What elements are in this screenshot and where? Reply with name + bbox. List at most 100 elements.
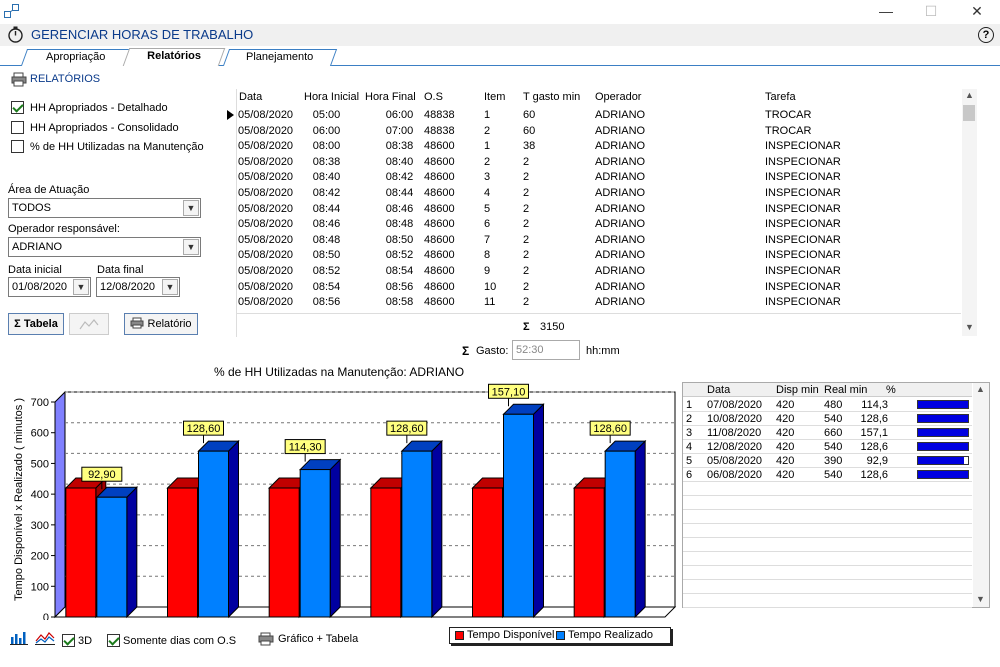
summary-row[interactable]: 4 12/08/2020 420 540 128,6 [684,440,970,454]
summary-row[interactable]: 5 05/08/2020 420 390 92,9 [684,454,970,468]
bar [573,487,605,618]
summary-cell-disp: 420 [776,399,795,411]
checkbox-3d[interactable] [62,634,75,647]
summary-cell-date: 10/08/2020 [707,413,763,425]
bar [299,469,331,618]
summary-row[interactable]: 1 07/08/2020 420 480 114,3 [684,398,970,412]
checkbox-somente-dias[interactable] [107,634,120,647]
bar-chart-icon[interactable] [10,631,28,645]
grid-scrollbar[interactable]: ▲ ▼ [962,89,977,336]
table-row[interactable]: 05/08/2020 08:54 08:56 48600 10 2 ADRIANO INSPE… [237,280,961,296]
close-button[interactable]: ✕ [971,3,983,19]
help-button[interactable]: ? [978,27,994,43]
table-cell: 48600 [424,155,455,168]
table-cell: 08:42 [385,171,414,184]
table-row[interactable]: 05/08/2020 08:50 08:52 48600 8 2 ADRIANO INSPEC… [237,248,961,264]
minimize-button[interactable]: — [879,3,893,19]
summary-row[interactable]: 2 10/08/2020 420 540 128,6 [684,412,970,426]
checkbox-consolidado[interactable] [11,121,24,134]
table-row[interactable]: 05/08/2020 05:00 06:00 48838 1 60 ADRIANO TROCA… [237,108,961,124]
table-row[interactable]: 05/08/2020 06:00 07:00 48838 2 60 ADRIANO TROCA… [237,124,961,140]
table-cell: 2 [523,280,530,293]
table-cell: INSPECIONAR [765,249,841,262]
table-cell: 48600 [424,202,455,215]
header-bar: GERENCIAR HORAS DE TRABALHO ? [0,24,1000,46]
scroll-down-icon[interactable]: ▼ [976,594,985,604]
summary-header [683,383,972,397]
tab-relatorios[interactable]: Relatórios [122,48,226,66]
col-item[interactable]: Item [484,91,506,103]
tab-apropriacao[interactable]: Apropriação [20,49,132,66]
summary-cell-pct: 128,6 [860,441,888,453]
chevron-down-icon[interactable]: ▼ [183,239,199,255]
print-chart-table-button[interactable]: Gráfico + Tabela [278,633,359,645]
checkbox-percentual[interactable] [11,140,24,153]
report-button[interactable]: Relatório [124,313,198,335]
col-os[interactable]: O.S [424,91,443,103]
chart-back-wall [64,391,676,608]
checkbox-detalhado[interactable] [11,101,24,114]
table-cell: 38 [523,140,536,153]
table-row[interactable]: 05/08/2020 08:48 08:50 48600 7 2 ADRIANO INSPEC… [237,233,961,249]
summary-cell-disp: 420 [776,427,795,439]
table-row[interactable]: 05/08/2020 08:52 08:54 48600 9 2 ADRIANO INSPEC… [237,264,961,280]
table-cell: 48838 [424,124,455,137]
col-data[interactable]: Data [239,91,263,103]
table-cell: ADRIANO [595,109,646,121]
table-row[interactable]: 05/08/2020 08:38 08:40 48600 2 2 ADRIANO INSPEC… [237,155,961,171]
chart-side-wall [54,390,66,619]
end-date-picker[interactable]: 12/08/2020 ▼ [96,277,180,297]
table-cell: ADRIANO [595,249,646,262]
table-row[interactable]: 05/08/2020 08:44 08:46 48600 5 2 ADRIANO INSPEC… [237,202,961,218]
table-row[interactable]: 05/08/2020 08:42 08:44 48600 4 2 ADRIANO INSPEC… [237,186,961,202]
scroll-thumb[interactable] [963,105,975,121]
summary-scrollbar[interactable]: ▲ ▼ [973,383,989,607]
col-hora-final[interactable]: Hora Final [365,91,416,103]
col-tarefa[interactable]: Tarefa [765,91,796,103]
table-cell: 10 [484,280,497,293]
spent-field[interactable]: 52:30 [512,340,580,360]
chevron-down-icon[interactable]: ▼ [73,279,89,295]
line-chart-icon[interactable] [35,631,55,645]
table-cell: 2 [523,296,530,309]
start-date-picker[interactable]: 01/08/2020 ▼ [8,277,91,297]
chart-button[interactable] [69,313,109,335]
tab-planejamento[interactable]: Planejamento [222,49,338,66]
scroll-up-icon[interactable]: ▲ [965,90,974,100]
summary-col-real[interactable]: Real min [824,384,868,396]
summary-row[interactable]: 6 06/08/2020 420 540 128,6 [684,468,970,482]
summary-col-disp[interactable]: Disp min [776,384,819,396]
summary-row[interactable]: 3 11/08/2020 420 660 157,1 [684,426,970,440]
summary-col-pct[interactable]: % [886,384,896,396]
table-cell: 05/08/2020 [238,233,294,246]
label-detalhado: HH Apropriados - Detalhado [30,102,168,114]
table-button[interactable]: Σ Tabela [8,313,64,335]
summary-cell-date: 07/08/2020 [707,399,763,411]
chevron-down-icon[interactable]: ▼ [162,279,178,295]
chevron-down-icon[interactable]: ▼ [183,200,199,216]
table-cell: INSPECIONAR [765,187,841,199]
area-select[interactable]: TODOS ▼ [8,198,201,218]
col-t-gasto[interactable]: T gasto min [523,91,581,103]
bar [268,487,300,618]
start-date-value: 01/08/2020 [12,281,68,293]
table-row[interactable]: 05/08/2020 08:46 08:48 48600 6 2 ADRIANO INSPEC… [237,217,961,233]
scroll-up-icon[interactable]: ▲ [976,384,985,394]
printer-icon[interactable] [258,632,274,646]
row-divider [683,537,972,538]
table-row[interactable]: 05/08/2020 08:00 08:38 48600 1 38 ADRIANO INSPE… [237,139,961,155]
y-tick-label: 0 [43,612,49,620]
table-cell: 05/08/2020 [238,265,294,277]
table-row[interactable]: 05/08/2020 08:40 08:42 48600 3 2 ADRIANO INSPEC… [237,170,961,186]
col-hora-inicial[interactable]: Hora Inicial [304,91,360,103]
maximize-button[interactable]: ☐ [924,3,938,19]
scroll-down-icon[interactable]: ▼ [965,322,974,332]
summary-col-data[interactable]: Data [707,384,731,396]
bar-side [533,403,544,619]
col-operador[interactable]: Operador [595,91,642,103]
table-cell: ADRIANO [595,218,646,231]
percent-bar-fill [918,443,968,450]
table-row[interactable]: 05/08/2020 08:56 08:58 48600 11 2 ADRIANO INSPE… [237,295,961,311]
stopwatch-icon [8,26,23,43]
operator-select[interactable]: ADRIANO ▼ [8,237,201,257]
